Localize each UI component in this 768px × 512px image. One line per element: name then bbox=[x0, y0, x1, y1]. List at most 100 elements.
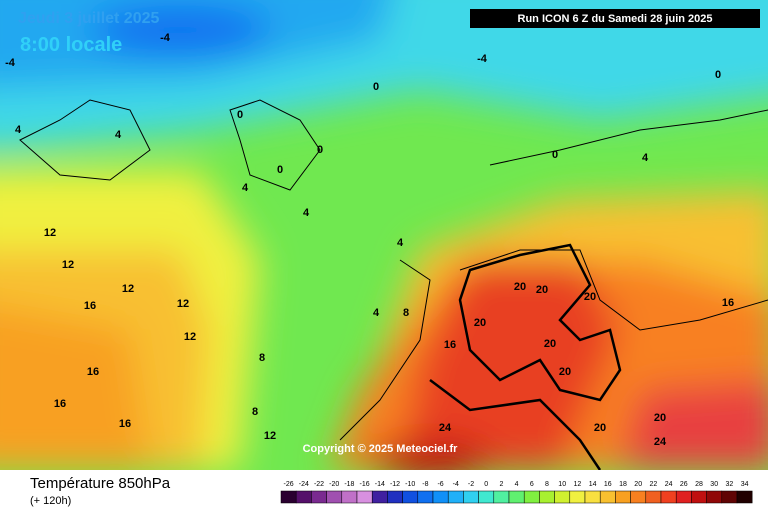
contour-label: 20 bbox=[584, 291, 596, 303]
legend-swatch bbox=[402, 490, 419, 504]
run-label: Run ICON 6 Z du Samedi 28 juin 2025 bbox=[518, 13, 713, 25]
contour-label: 20 bbox=[474, 317, 486, 329]
legend-swatch bbox=[691, 490, 707, 504]
copyright: Copyright © 2025 Meteociel.fr bbox=[303, 443, 459, 455]
contour-labels: -4 -4 -4 0 0 0 0 0 0 4 4 4 4 4 4 4 8 8 8 12 12 12 12 12 12 16 16 16… bbox=[5, 32, 734, 448]
legend-swatch bbox=[295, 490, 312, 504]
contour-label: 12 bbox=[62, 259, 74, 271]
footer-lead: (+ 120h) bbox=[30, 495, 71, 507]
legend-swatch bbox=[645, 490, 662, 504]
color-legend: -26 -24 -22 -20 -18 -16 -14 -12 -10 -8 -6 -4 -2 0 2 4 6 8… bbox=[280, 481, 753, 504]
contour-label: 12 bbox=[264, 430, 276, 442]
legend-label: -18 bbox=[344, 481, 354, 488]
legend-label: -14 bbox=[375, 481, 385, 488]
legend-label: 30 bbox=[710, 481, 718, 488]
legend-swatch bbox=[478, 490, 495, 504]
contour-label: 16 bbox=[444, 339, 456, 351]
legend-label: 24 bbox=[665, 481, 673, 488]
legend-label: 10 bbox=[558, 481, 566, 488]
map-field bbox=[0, 0, 768, 470]
contour-label: 16 bbox=[54, 398, 66, 410]
contour-label: 0 bbox=[373, 81, 379, 93]
contour-label: 4 bbox=[15, 124, 22, 136]
contour-label: 16 bbox=[87, 366, 99, 378]
contour-label: 12 bbox=[44, 227, 56, 239]
legend-label: 18 bbox=[619, 481, 627, 488]
footer-title: Température 850hPa bbox=[30, 475, 171, 492]
legend-swatch bbox=[630, 490, 647, 504]
legend-swatch bbox=[280, 490, 297, 504]
legend-label: 0 bbox=[484, 481, 488, 488]
legend-swatch bbox=[432, 490, 449, 504]
legend-label: -10 bbox=[405, 481, 415, 488]
contour-label: 0 bbox=[277, 164, 283, 176]
contour-label: 16 bbox=[722, 297, 734, 309]
legend-swatch bbox=[417, 490, 434, 504]
contour-label: -4 bbox=[160, 32, 171, 44]
legend-swatch bbox=[615, 490, 631, 504]
legend-swatch bbox=[736, 490, 753, 504]
legend-swatch bbox=[599, 490, 616, 504]
legend-swatch bbox=[463, 490, 479, 504]
isotherm-20 bbox=[429, 243, 622, 470]
legend-label: 12 bbox=[574, 481, 582, 488]
legend-label: 34 bbox=[741, 481, 749, 488]
contour-label: 4 bbox=[242, 182, 249, 194]
date-label: Jeudi 3 juillet 2025 bbox=[18, 10, 160, 27]
legend-swatch bbox=[675, 490, 692, 504]
legend-swatch bbox=[356, 490, 373, 504]
contour-label: 20 bbox=[559, 366, 571, 378]
contour-label: 12 bbox=[122, 283, 134, 295]
contour-label: 24 bbox=[439, 422, 452, 434]
contour-label: 0 bbox=[317, 144, 323, 156]
contour-label: 8 bbox=[252, 406, 258, 418]
legend-label: 22 bbox=[650, 481, 658, 488]
legend-label: 26 bbox=[680, 481, 688, 488]
legend-label: -12 bbox=[390, 481, 400, 488]
contour-label: -4 bbox=[477, 53, 488, 65]
legend-swatch bbox=[554, 490, 571, 504]
legend-label: -24 bbox=[299, 481, 309, 488]
legend-swatch bbox=[311, 490, 327, 504]
legend-label: 14 bbox=[589, 481, 597, 488]
legend-label: -8 bbox=[422, 481, 428, 488]
legend-label: 8 bbox=[545, 481, 549, 488]
legend-label: -16 bbox=[360, 481, 370, 488]
legend-label: 16 bbox=[604, 481, 612, 488]
contour-label: -4 bbox=[5, 57, 16, 69]
contour-label: 20 bbox=[514, 281, 526, 293]
legend-label: 32 bbox=[726, 481, 734, 488]
contour-label: 12 bbox=[177, 298, 189, 310]
contour-label: 8 bbox=[403, 307, 409, 319]
legend-label: -26 bbox=[284, 481, 294, 488]
legend-label: 28 bbox=[695, 481, 703, 488]
contour-label: 4 bbox=[373, 307, 380, 319]
legend-swatch bbox=[569, 490, 586, 504]
legend-swatch bbox=[584, 490, 601, 504]
contour-label: 20 bbox=[654, 412, 666, 424]
legend-label: 6 bbox=[530, 481, 534, 488]
legend-swatch bbox=[539, 490, 555, 504]
contour-label: 4 bbox=[642, 152, 649, 164]
contour-label: 20 bbox=[544, 338, 556, 350]
legend-label: -22 bbox=[314, 481, 324, 488]
contour-label: 20 bbox=[594, 422, 606, 434]
legend-swatch bbox=[341, 490, 358, 504]
legend-swatch bbox=[508, 490, 525, 504]
legend-swatch bbox=[523, 490, 540, 504]
contour-label: 0 bbox=[237, 109, 243, 121]
legend-swatch bbox=[721, 490, 738, 504]
legend-label: 20 bbox=[634, 481, 642, 488]
legend-label: -2 bbox=[468, 481, 474, 488]
contour-label: 20 bbox=[536, 284, 548, 296]
contour-label: 0 bbox=[552, 149, 558, 161]
coastlines bbox=[19, 99, 768, 441]
contour-label: 24 bbox=[654, 436, 667, 448]
legend-swatch bbox=[387, 490, 403, 504]
legend-label: -6 bbox=[437, 481, 443, 488]
legend-swatch bbox=[447, 490, 464, 504]
legend-label: 2 bbox=[499, 481, 503, 488]
legend-label: -20 bbox=[329, 481, 339, 488]
legend-swatch bbox=[371, 490, 388, 504]
legend-swatch bbox=[326, 490, 343, 504]
